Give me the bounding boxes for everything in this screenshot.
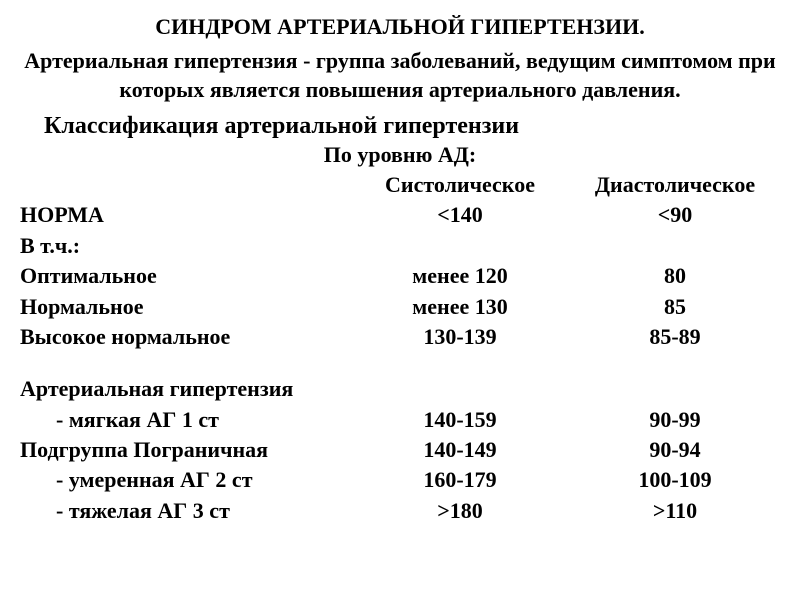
row-moderate: - умеренная АГ 2 ст 160-179 100-109 bbox=[20, 465, 780, 495]
bp-classification-table: Систолическое Диастолическое НОРМА <140 … bbox=[20, 170, 780, 526]
sys-normal: менее 130 bbox=[350, 292, 570, 322]
label-high-normal: Высокое нормальное bbox=[20, 322, 350, 352]
row-ah-header: Артериальная гипертензия bbox=[20, 374, 780, 404]
dia-mild: 90-99 bbox=[570, 405, 780, 435]
label-optimal: Оптимальное bbox=[20, 261, 350, 291]
row-normal: Нормальное менее 130 85 bbox=[20, 292, 780, 322]
table-header-row: Систолическое Диастолическое bbox=[20, 170, 780, 200]
label-mild: - мягкая АГ 1 ст bbox=[20, 405, 350, 435]
sys-severe: >180 bbox=[350, 496, 570, 526]
classification-heading: Классификация артериальной гипертензии bbox=[20, 113, 780, 140]
header-diastolic: Диастолическое bbox=[570, 170, 780, 200]
row-norma: НОРМА <140 <90 bbox=[20, 200, 780, 230]
label-moderate: - умеренная АГ 2 ст bbox=[20, 465, 350, 495]
sys-borderline: 140-149 bbox=[350, 435, 570, 465]
header-systolic: Систолическое bbox=[350, 170, 570, 200]
sys-moderate: 160-179 bbox=[350, 465, 570, 495]
label-borderline: Подгруппа Пограничная bbox=[20, 435, 350, 465]
dia-high-normal: 85-89 bbox=[570, 322, 780, 352]
sys-including bbox=[350, 231, 570, 261]
label-norma: НОРМА bbox=[20, 200, 350, 230]
definition-text: Артериальная гипертензия - группа заболе… bbox=[20, 46, 780, 105]
page-title: СИНДРОМ АРТЕРИАЛЬНОЙ ГИПЕРТЕНЗИИ. bbox=[20, 12, 780, 42]
header-empty bbox=[20, 170, 350, 200]
row-severe: - тяжелая АГ 3 ст >180 >110 bbox=[20, 496, 780, 526]
dia-borderline: 90-94 bbox=[570, 435, 780, 465]
by-level-heading: По уровню АД: bbox=[20, 142, 780, 168]
dia-severe: >110 bbox=[570, 496, 780, 526]
dia-ah-header bbox=[570, 374, 780, 404]
sys-norma: <140 bbox=[350, 200, 570, 230]
sys-ah-header bbox=[350, 374, 570, 404]
dia-normal: 85 bbox=[570, 292, 780, 322]
sys-optimal: менее 120 bbox=[350, 261, 570, 291]
spacer bbox=[20, 352, 780, 374]
row-mild: - мягкая АГ 1 ст 140-159 90-99 bbox=[20, 405, 780, 435]
dia-norma: <90 bbox=[570, 200, 780, 230]
sys-high-normal: 130-139 bbox=[350, 322, 570, 352]
row-high-normal: Высокое нормальное 130-139 85-89 bbox=[20, 322, 780, 352]
label-severe: - тяжелая АГ 3 ст bbox=[20, 496, 350, 526]
label-normal: Нормальное bbox=[20, 292, 350, 322]
row-borderline: Подгруппа Пограничная 140-149 90-94 bbox=[20, 435, 780, 465]
row-optimal: Оптимальное менее 120 80 bbox=[20, 261, 780, 291]
dia-including bbox=[570, 231, 780, 261]
dia-moderate: 100-109 bbox=[570, 465, 780, 495]
label-ah-header: Артериальная гипертензия bbox=[20, 374, 350, 404]
sys-mild: 140-159 bbox=[350, 405, 570, 435]
row-including: В т.ч.: bbox=[20, 231, 780, 261]
label-including: В т.ч.: bbox=[20, 231, 350, 261]
dia-optimal: 80 bbox=[570, 261, 780, 291]
